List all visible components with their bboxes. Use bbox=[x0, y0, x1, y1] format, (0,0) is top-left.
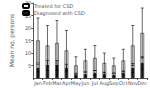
svg-text:May: May bbox=[71, 80, 81, 87]
svg-text:Mar: Mar bbox=[52, 80, 62, 86]
svg-text:Apr: Apr bbox=[62, 79, 71, 86]
svg-text:Treated for CSD: Treated for CSD bbox=[33, 3, 73, 9]
svg-text:Oct: Oct bbox=[119, 80, 128, 86]
svg-text:Aug: Aug bbox=[99, 80, 109, 87]
svg-text:Dec: Dec bbox=[137, 80, 147, 86]
svg-text:Diagnosed with CSD: Diagnosed with CSD bbox=[34, 10, 85, 17]
svg-text:30: 30 bbox=[24, 0, 32, 6]
svg-text:5: 5 bbox=[28, 63, 31, 69]
svg-text:Jul: Jul bbox=[91, 80, 98, 86]
svg-text:Sep: Sep bbox=[109, 80, 118, 87]
svg-text:Jun: Jun bbox=[80, 80, 89, 86]
svg-text:Mean no. persons: Mean no. persons bbox=[8, 14, 16, 67]
svg-text:Nov: Nov bbox=[128, 80, 138, 86]
svg-text:Feb: Feb bbox=[43, 80, 52, 86]
svg-text:20: 20 bbox=[25, 25, 31, 31]
svg-text:15: 15 bbox=[25, 38, 31, 44]
svg-text:Jan: Jan bbox=[33, 80, 42, 86]
svg-text:10: 10 bbox=[25, 50, 31, 56]
